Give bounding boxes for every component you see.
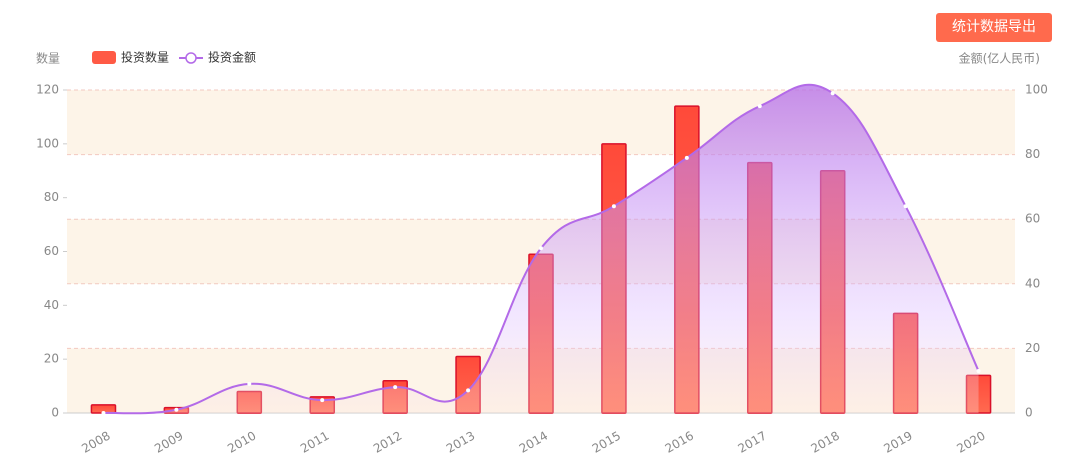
line-point bbox=[101, 411, 106, 415]
y2-tick-label: 20 bbox=[1025, 341, 1040, 355]
line-point bbox=[903, 204, 908, 209]
x-tick-label: 2014 bbox=[517, 429, 550, 454]
line-point bbox=[466, 388, 471, 393]
x-tick-label: 2009 bbox=[152, 429, 185, 454]
line-point bbox=[976, 369, 981, 374]
y-tick-label: 100 bbox=[36, 136, 59, 150]
y-tick-label: 80 bbox=[44, 190, 59, 204]
y-axis-title: 数量 bbox=[36, 51, 60, 66]
y2-tick-label: 80 bbox=[1025, 147, 1040, 161]
y-tick-label: 0 bbox=[51, 406, 59, 420]
x-tick-label: 2017 bbox=[736, 429, 769, 454]
x-tick-label: 2016 bbox=[663, 429, 696, 454]
export-button[interactable]: 统计数据导出 bbox=[936, 13, 1052, 42]
x-tick-label: 2011 bbox=[298, 429, 331, 454]
x-tick-label: 2013 bbox=[444, 429, 477, 454]
x-tick-label: 2010 bbox=[225, 429, 258, 454]
line-point bbox=[247, 381, 252, 386]
line-point bbox=[684, 155, 689, 160]
x-tick-label: 2012 bbox=[371, 429, 404, 454]
x-tick-label: 2008 bbox=[79, 429, 112, 454]
line-point bbox=[174, 407, 179, 412]
legend-label: 投资金额 bbox=[208, 50, 256, 65]
legend-label: 投资数量 bbox=[121, 50, 169, 65]
x-tick-label: 2018 bbox=[808, 429, 841, 454]
line-point bbox=[830, 91, 835, 96]
line-point bbox=[757, 104, 762, 109]
y2-tick-label: 100 bbox=[1025, 83, 1048, 97]
legend-swatch bbox=[185, 52, 197, 64]
y-tick-label: 40 bbox=[44, 298, 59, 312]
line-point bbox=[611, 204, 616, 209]
y-tick-label: 120 bbox=[36, 83, 59, 97]
y2-axis-title: 金额(亿人民币) bbox=[959, 51, 1040, 66]
y-tick-label: 60 bbox=[44, 244, 59, 258]
line-point bbox=[393, 385, 398, 390]
y2-tick-label: 0 bbox=[1025, 406, 1033, 420]
x-tick-label: 2020 bbox=[954, 429, 987, 454]
legend-swatch bbox=[92, 51, 116, 64]
x-tick-label: 2019 bbox=[881, 429, 914, 454]
y2-tick-label: 40 bbox=[1025, 276, 1040, 290]
line-point bbox=[320, 398, 325, 403]
line bbox=[103, 83, 980, 415]
x-tick-label: 2015 bbox=[590, 429, 623, 454]
y-tick-label: 20 bbox=[44, 352, 59, 366]
line-point bbox=[539, 246, 543, 251]
y2-tick-label: 60 bbox=[1025, 212, 1040, 226]
